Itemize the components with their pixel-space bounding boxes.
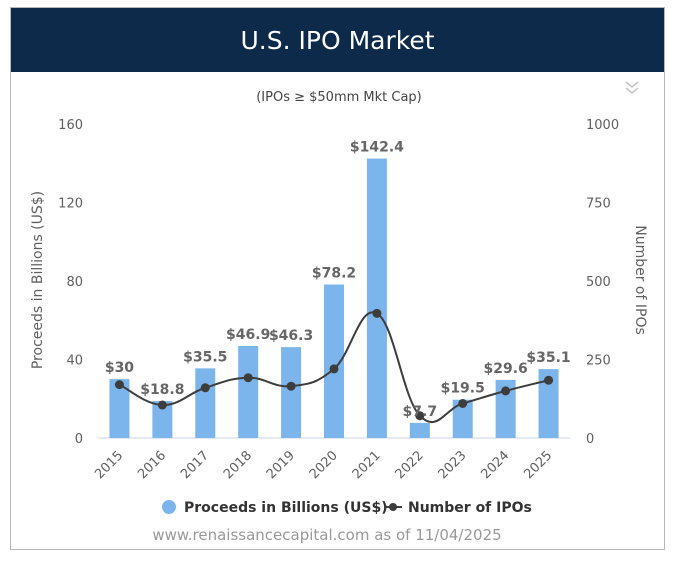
- y-right-tick-label: 0: [586, 432, 594, 447]
- bar-data-label: $46.3: [269, 328, 313, 344]
- line-series: [114, 308, 554, 423]
- bar-2025[interactable]: [538, 369, 559, 438]
- ipo-point-2025[interactable]: [544, 375, 554, 385]
- ipo-point-2024[interactable]: [501, 386, 511, 396]
- y-left-tick-label: 160: [58, 118, 83, 133]
- x-tick-label: 2016: [135, 448, 169, 482]
- bar-data-label: $78.2: [312, 266, 356, 282]
- ipo-point-2020[interactable]: [329, 364, 339, 374]
- y-left-tick-label: 120: [58, 197, 83, 212]
- y-right-tick-label: 1000: [586, 118, 619, 133]
- y-axis-right: 0 250 500 750 1000: [586, 118, 619, 447]
- y-right-tick-label: 250: [586, 354, 611, 369]
- bar-2015[interactable]: [109, 379, 130, 438]
- bar-2018[interactable]: [238, 345, 259, 438]
- bar-data-label: $46.9: [226, 327, 270, 343]
- y-axis-left-title: Proceeds in Billions (US$): [30, 191, 46, 369]
- ipo-point-2023[interactable]: [458, 398, 468, 408]
- chart-subtitle: (IPOs ≥ $50mm Mkt Cap): [256, 90, 422, 105]
- x-tick-label: 2018: [221, 448, 255, 482]
- x-tick-label: 2022: [393, 448, 427, 482]
- x-axis: 2015 2016 2017 2018 2019 2020 2021 2022 2023 2024…: [92, 437, 570, 482]
- bar-series: [109, 158, 559, 439]
- y-left-tick-label: 40: [66, 354, 83, 369]
- x-tick-label: 2019: [264, 448, 298, 482]
- legend-label-proceeds: Proceeds in Billions (US$): [184, 500, 388, 516]
- ipo-point-2017[interactable]: [200, 383, 210, 393]
- bar-data-label: $19.5: [441, 381, 485, 397]
- legend-item-ipos[interactable]: Number of IPOs: [384, 500, 532, 516]
- y-axis-left: 0 40 80 120 160: [58, 118, 83, 447]
- bar-data-label: $18.8: [140, 382, 184, 398]
- x-tick-label: 2021: [350, 448, 384, 482]
- bar-2017[interactable]: [195, 368, 216, 438]
- x-tick-label: 2024: [478, 448, 512, 482]
- bar-data-label: $29.6: [483, 361, 527, 377]
- legend-label-ipos: Number of IPOs: [408, 500, 532, 516]
- y-right-tick-label: 750: [586, 197, 611, 212]
- bar-2020[interactable]: [324, 284, 344, 438]
- y-left-tick-label: 0: [75, 432, 83, 447]
- bar-2023[interactable]: [452, 399, 473, 438]
- x-tick-label: 2023: [436, 448, 470, 482]
- bar-2024[interactable]: [495, 379, 516, 438]
- bar-data-label: $142.4: [350, 140, 404, 156]
- legend-item-proceeds[interactable]: Proceeds in Billions (US$): [162, 500, 388, 516]
- ipo-point-2018[interactable]: [243, 373, 253, 383]
- bar-data-label: $30: [105, 360, 134, 376]
- y-right-tick-label: 500: [586, 275, 611, 290]
- ipo-point-2022[interactable]: [415, 411, 425, 421]
- legend: Proceeds in Billions (US$) Number of IPO…: [162, 500, 532, 516]
- x-tick-label: 2025: [521, 448, 555, 482]
- bar-data-label: $7.7: [403, 404, 438, 420]
- bar-2022[interactable]: [409, 422, 430, 438]
- ipo-point-2015[interactable]: [114, 380, 124, 390]
- data-labels: $30 $18.8 $35.5 $46.9$46.3 $78.2 $142.4 $7.7$1…: [105, 140, 571, 420]
- bar-2021[interactable]: [366, 158, 387, 439]
- x-tick-label: 2017: [178, 448, 212, 482]
- bar-data-label: $35.1: [526, 350, 570, 366]
- x-tick-label: 2020: [307, 448, 341, 482]
- chart-credit[interactable]: www.renaissancecapital.com as of 11/04/2…: [152, 526, 501, 544]
- ipo-point-2019[interactable]: [286, 381, 296, 391]
- y-left-tick-label: 80: [66, 275, 83, 290]
- ipo-point-2021[interactable]: [372, 308, 382, 318]
- bar-2019[interactable]: [281, 347, 302, 438]
- ipo-point-2016[interactable]: [157, 400, 167, 410]
- x-tick-label: 2015: [92, 448, 126, 482]
- menu-icon[interactable]: [625, 81, 639, 95]
- legend-swatch-marker: [389, 503, 397, 511]
- bar-data-label: $35.5: [183, 349, 227, 365]
- chart-header: U.S. IPO Market: [11, 8, 664, 72]
- chart-title: U.S. IPO Market: [240, 25, 435, 55]
- y-axis-right-title: Number of IPOs: [632, 225, 648, 335]
- legend-swatch-bar: [162, 500, 176, 514]
- bar-2016[interactable]: [152, 401, 173, 438]
- chart-frame: U.S. IPO Market: [10, 7, 665, 550]
- ipo-count-line: [118, 311, 549, 423]
